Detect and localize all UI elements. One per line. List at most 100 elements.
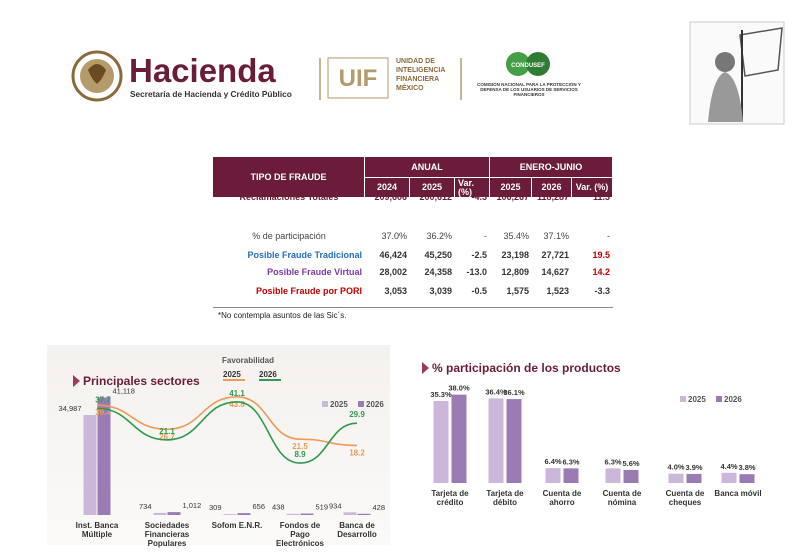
bar-value-label: 4.0% xyxy=(667,463,684,472)
legend-swatch xyxy=(716,396,722,402)
line-value-label: 29.9 xyxy=(349,410,365,419)
bar-value-label: 656 xyxy=(253,502,266,511)
bar xyxy=(668,473,684,483)
bar-value-label: 4.4% xyxy=(720,462,737,471)
legend-label: 2025 xyxy=(330,400,348,409)
chart-title: % participación de los productos xyxy=(432,361,621,375)
bar-value-label: 3.8% xyxy=(738,463,755,472)
category-label: Banca de Desarrollo xyxy=(337,521,377,539)
bar xyxy=(488,398,504,483)
bar xyxy=(153,512,167,515)
uif-name: UNIDAD DE xyxy=(396,58,435,65)
column-header: Var. (%) xyxy=(572,178,613,197)
condusef-circle xyxy=(506,52,530,76)
line-value-label: 39.4 xyxy=(95,408,111,417)
uif-logo: UIF xyxy=(339,65,378,92)
bar-value-label: 5.6% xyxy=(622,459,639,468)
annotation: Favorabilidad xyxy=(222,356,274,365)
brand: Hacienda xyxy=(129,52,276,89)
category-label: Cuenta de cheques xyxy=(665,489,705,507)
header: Hacienda Secretaría de Hacienda y Crédit… xyxy=(71,21,785,125)
category-label: Cuenta de nómina xyxy=(602,489,642,507)
group-header: ANUAL xyxy=(365,157,490,178)
condusef-name-box: COMISIÓN NACIONAL PARA LA PROTECCIÓN Y D… xyxy=(477,82,581,97)
bar-value-label: 1,012 xyxy=(183,501,202,510)
brand-subtitle: Secretaría de Hacienda y Crédito Público xyxy=(130,89,292,99)
bar xyxy=(686,473,702,483)
condusef-circle xyxy=(526,52,550,76)
legend-label: 2025 xyxy=(688,395,706,404)
bar-value-label: 41,118 xyxy=(113,387,135,396)
legend-label: 2026 xyxy=(724,395,742,404)
bar xyxy=(97,397,111,515)
chart-products: % participación de los productos 2025 2026… xyxy=(410,350,785,522)
line-value-label: 18.2 xyxy=(349,448,365,457)
line-value-label: 37.7 xyxy=(95,395,111,404)
bar xyxy=(739,474,755,483)
category-label: Banca móvil xyxy=(714,489,762,498)
bar xyxy=(343,512,357,515)
bar xyxy=(237,513,251,515)
bar xyxy=(223,514,237,515)
line-value-label: 26.7 xyxy=(159,432,175,441)
column-header: 2026 xyxy=(532,178,572,197)
bar xyxy=(563,468,579,483)
bar xyxy=(545,468,561,483)
uif-name: MÉXICO xyxy=(396,83,424,92)
bar xyxy=(506,399,522,483)
bar-value-label: 6.3% xyxy=(604,457,621,466)
group-header: ENERO-JUNIO xyxy=(490,157,613,178)
line-value-label: 21.1 xyxy=(159,427,175,436)
bar xyxy=(623,469,639,483)
bar xyxy=(83,415,97,515)
legend-swatch xyxy=(358,401,364,407)
bar xyxy=(300,513,314,515)
column-header: 2025 xyxy=(410,178,455,197)
bar xyxy=(721,472,737,483)
line-value-label: 41.1 xyxy=(229,389,245,398)
bar xyxy=(451,394,467,483)
bar-value-label: 6.4% xyxy=(544,457,561,466)
category-label: Cuenta de ahorro xyxy=(542,489,582,507)
column-header: 2024 xyxy=(365,178,410,197)
bar-value-label: 38.0% xyxy=(448,384,470,393)
category-label: Inst. Banca Múltiple xyxy=(75,521,119,539)
bar-value-label: 438 xyxy=(272,503,285,512)
title-marker xyxy=(73,375,80,387)
bar xyxy=(286,513,300,515)
bar xyxy=(167,512,181,515)
line-legend-label: 2026 xyxy=(259,370,277,379)
legend-label: 2026 xyxy=(366,400,384,409)
flag xyxy=(739,27,783,77)
bar xyxy=(605,468,621,483)
bar-value-label: 3.9% xyxy=(685,463,702,472)
chart-sectors: Principales sectores 2025 2026 34,987 41,118… xyxy=(47,345,390,548)
bar xyxy=(357,513,371,515)
fraud-table: TIPO DE FRAUDE ANUAL ENERO-JUNIO 2024 2025 Va… xyxy=(213,157,613,308)
chart-canvas: Principales sectores 2025 2026 34,987 41,118… xyxy=(59,356,386,515)
favorability-line xyxy=(96,401,358,464)
uif-box xyxy=(327,57,389,99)
legend-swatch xyxy=(322,401,328,407)
bar-value-label: 519 xyxy=(316,503,329,512)
line-value-label: 43.8 xyxy=(229,400,245,409)
table-note: *No contempla asuntos de las Sic´s. xyxy=(218,311,347,320)
line-legend-label: 2025 xyxy=(223,370,241,379)
figure-body xyxy=(708,72,743,122)
chart-title: Principales sectores xyxy=(83,374,200,388)
bar-value-label: 36.1% xyxy=(503,388,525,397)
column-header: Var. (%) xyxy=(455,178,490,197)
condusef-name: COMISIÓN NACIONAL PARA LA PROTECCIÓN Y D… xyxy=(477,82,581,97)
bar xyxy=(433,400,449,483)
header-cell: TIPO DE FRAUDE xyxy=(213,157,365,197)
line-value-label: 21.5 xyxy=(292,442,308,451)
bar-value-label: 428 xyxy=(373,503,386,512)
category-label: Tarjeta de crédito xyxy=(431,489,469,507)
line-value-label: 8.9 xyxy=(294,450,306,459)
category-label: Tarjeta de débito xyxy=(486,489,524,507)
category-label: Sofom E.N.R. xyxy=(211,521,263,530)
legend-swatch xyxy=(680,396,686,402)
bar-value-label: 6.3% xyxy=(562,457,579,466)
category-label: Sociedades Financieras Populares xyxy=(144,521,190,548)
